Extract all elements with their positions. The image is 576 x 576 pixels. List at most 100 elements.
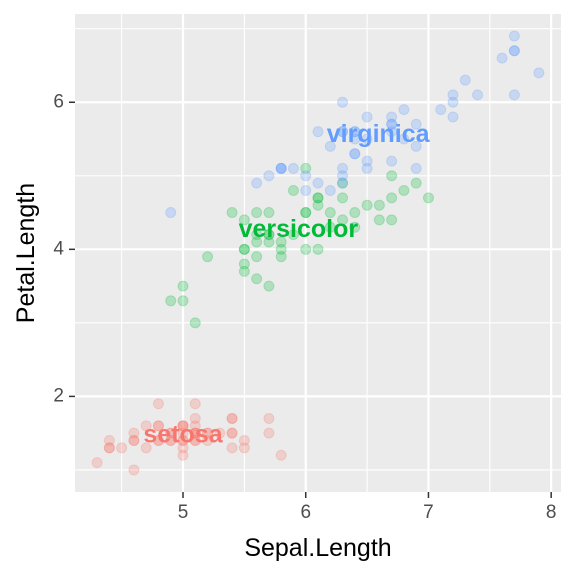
- data-point-setosa: [165, 427, 177, 439]
- y-tick-label: 2: [53, 385, 64, 406]
- data-point-virginica: [386, 111, 398, 123]
- data-point-virginica: [312, 177, 324, 189]
- data-point-virginica: [165, 207, 177, 219]
- data-point-setosa: [177, 449, 189, 461]
- data-point-virginica: [398, 133, 410, 145]
- data-point-setosa: [177, 420, 189, 432]
- data-point-setosa: [103, 435, 115, 447]
- data-point-versicolor: [386, 170, 398, 182]
- data-point-setosa: [189, 420, 201, 432]
- data-point-versicolor: [337, 214, 349, 226]
- data-point-versicolor: [324, 221, 336, 233]
- data-point-setosa: [226, 427, 238, 439]
- data-point-virginica: [349, 126, 361, 138]
- major-gridlines: [75, 14, 561, 492]
- data-point-virginica: [312, 126, 324, 138]
- data-point-virginica: [337, 126, 349, 138]
- data-point-versicolor: [312, 199, 324, 211]
- x-axis: 5 6 7 8: [178, 492, 556, 523]
- data-point-versicolor: [189, 317, 201, 329]
- data-point-setosa: [226, 412, 238, 424]
- data-point-versicolor: [238, 258, 250, 270]
- data-point-versicolor: [312, 192, 324, 204]
- data-point-versicolor: [349, 207, 361, 219]
- data-point-setosa: [226, 412, 238, 424]
- data-point-setosa: [189, 435, 201, 447]
- data-point-setosa: [202, 435, 214, 447]
- data-point-versicolor: [337, 177, 349, 189]
- data-point-versicolor: [300, 162, 312, 174]
- data-point-versicolor: [263, 236, 275, 248]
- data-point-virginica: [459, 74, 471, 86]
- x-tick-label: 5: [178, 502, 189, 523]
- data-point-versicolor: [251, 236, 263, 248]
- data-point-virginica: [410, 162, 422, 174]
- data-point-virginica: [361, 111, 373, 123]
- data-point-setosa: [165, 435, 177, 447]
- data-point-virginica: [337, 126, 349, 138]
- y-axis: 2 4 6: [53, 91, 75, 406]
- data-point-setosa: [238, 435, 250, 447]
- data-point-virginica: [386, 118, 398, 130]
- data-point-virginica: [275, 162, 287, 174]
- data-point-versicolor: [275, 236, 287, 248]
- data-point-virginica: [508, 89, 520, 101]
- data-point-versicolor: [238, 243, 250, 255]
- group-label-versicolor: versicolor: [239, 215, 359, 243]
- y-tick-label: 6: [53, 91, 64, 112]
- y-tick-label: 4: [53, 238, 64, 259]
- data-point-virginica: [447, 111, 459, 123]
- data-point-versicolor: [373, 214, 385, 226]
- data-point-versicolor: [349, 221, 361, 233]
- data-point-versicolor: [263, 229, 275, 241]
- data-point-versicolor: [202, 251, 214, 263]
- data-point-virginica: [398, 104, 410, 116]
- data-point-virginica: [435, 104, 447, 116]
- group-label-virginica: virginica: [327, 120, 431, 148]
- data-point-setosa: [189, 427, 201, 439]
- data-point-setosa: [152, 398, 164, 410]
- data-point-setosa: [214, 427, 226, 439]
- data-point-setosa: [189, 435, 201, 447]
- data-point-setosa: [202, 427, 214, 439]
- data-point-versicolor: [300, 207, 312, 219]
- data-point-setosa: [91, 457, 103, 469]
- data-point-versicolor: [263, 229, 275, 241]
- data-point-virginica: [508, 45, 520, 57]
- data-point-setosa: [177, 420, 189, 432]
- data-point-setosa: [128, 427, 140, 439]
- data-point-setosa: [103, 442, 115, 454]
- group-label-setosa: setosa: [143, 421, 223, 449]
- data-point-virginica: [508, 45, 520, 57]
- data-point-versicolor: [373, 199, 385, 211]
- data-point-setosa: [152, 420, 164, 432]
- data-point-setosa: [189, 412, 201, 424]
- data-point-versicolor: [238, 265, 250, 277]
- data-point-versicolor: [386, 214, 398, 226]
- data-point-versicolor: [177, 295, 189, 307]
- data-point-versicolor: [287, 184, 299, 196]
- group-labels: setosa versicolor virginica: [143, 120, 430, 449]
- data-point-virginica: [496, 52, 508, 64]
- x-axis-title: Sepal.Length: [244, 534, 391, 562]
- data-point-virginica: [337, 177, 349, 189]
- data-point-virginica: [324, 184, 336, 196]
- data-point-versicolor: [263, 280, 275, 292]
- data-point-setosa: [128, 435, 140, 447]
- data-point-setosa: [189, 398, 201, 410]
- data-point-virginica: [251, 177, 263, 189]
- data-point-setosa: [165, 427, 177, 439]
- data-point-versicolor: [300, 207, 312, 219]
- data-point-versicolor: [238, 214, 250, 226]
- data-point-virginica: [300, 184, 312, 196]
- data-point-virginica: [300, 170, 312, 182]
- data-point-versicolor: [324, 207, 336, 219]
- data-point-versicolor: [337, 192, 349, 204]
- data-point-versicolor: [312, 243, 324, 255]
- data-point-setosa: [103, 442, 115, 454]
- data-point-virginica: [349, 133, 361, 145]
- data-point-setosa: [165, 435, 177, 447]
- data-point-setosa: [177, 435, 189, 447]
- data-point-virginica: [324, 140, 336, 152]
